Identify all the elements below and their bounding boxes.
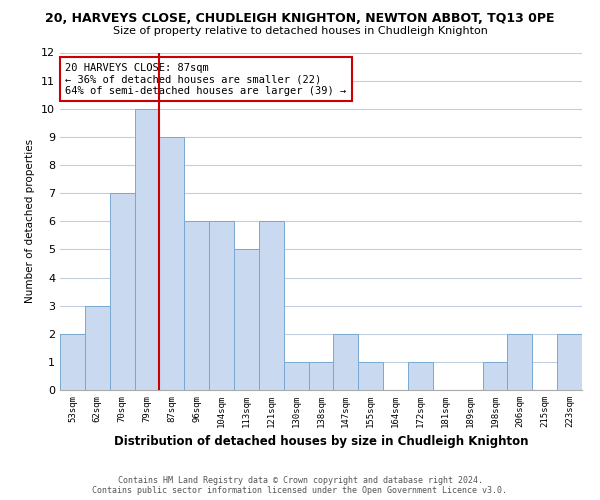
Bar [110, 193, 134, 390]
Bar [358, 362, 383, 390]
Bar [259, 221, 284, 390]
Bar [160, 137, 184, 390]
Y-axis label: Number of detached properties: Number of detached properties [25, 139, 35, 304]
Bar [134, 109, 160, 390]
Bar [234, 250, 259, 390]
Bar [308, 362, 334, 390]
Text: 20 HARVEYS CLOSE: 87sqm
← 36% of detached houses are smaller (22)
64% of semi-de: 20 HARVEYS CLOSE: 87sqm ← 36% of detache… [65, 62, 346, 96]
Bar [508, 334, 532, 390]
Bar [557, 334, 582, 390]
Bar [85, 306, 110, 390]
Bar [334, 334, 358, 390]
Text: Contains HM Land Registry data © Crown copyright and database right 2024.
Contai: Contains HM Land Registry data © Crown c… [92, 476, 508, 495]
X-axis label: Distribution of detached houses by size in Chudleigh Knighton: Distribution of detached houses by size … [114, 436, 528, 448]
Text: 20, HARVEYS CLOSE, CHUDLEIGH KNIGHTON, NEWTON ABBOT, TQ13 0PE: 20, HARVEYS CLOSE, CHUDLEIGH KNIGHTON, N… [45, 12, 555, 26]
Bar [284, 362, 308, 390]
Text: Size of property relative to detached houses in Chudleigh Knighton: Size of property relative to detached ho… [113, 26, 487, 36]
Bar [60, 334, 85, 390]
Bar [408, 362, 433, 390]
Bar [184, 221, 209, 390]
Bar [482, 362, 508, 390]
Bar [209, 221, 234, 390]
